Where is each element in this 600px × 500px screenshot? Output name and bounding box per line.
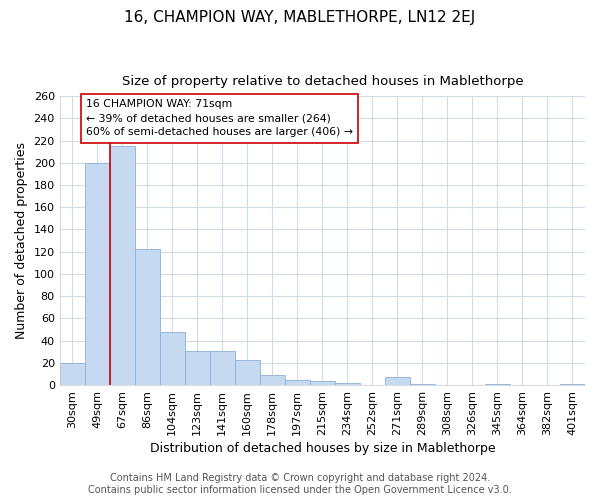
Text: 16, CHAMPION WAY, MABLETHORPE, LN12 2EJ: 16, CHAMPION WAY, MABLETHORPE, LN12 2EJ (124, 10, 476, 25)
Bar (335, 383, 360, 385)
Bar (210, 350, 235, 385)
Bar (285, 380, 310, 385)
Bar (235, 360, 260, 385)
Bar (160, 332, 185, 385)
Bar (185, 350, 210, 385)
Bar (260, 375, 285, 385)
Bar (310, 380, 335, 385)
Text: 16 CHAMPION WAY: 71sqm
← 39% of detached houses are smaller (264)
60% of semi-de: 16 CHAMPION WAY: 71sqm ← 39% of detached… (86, 100, 353, 138)
Bar (560, 384, 585, 385)
Title: Size of property relative to detached houses in Mablethorpe: Size of property relative to detached ho… (122, 75, 523, 88)
Bar (485, 384, 510, 385)
Bar (385, 378, 410, 385)
Bar (410, 384, 435, 385)
X-axis label: Distribution of detached houses by size in Mablethorpe: Distribution of detached houses by size … (149, 442, 495, 455)
Y-axis label: Number of detached properties: Number of detached properties (15, 142, 28, 339)
Text: Contains HM Land Registry data © Crown copyright and database right 2024.
Contai: Contains HM Land Registry data © Crown c… (88, 474, 512, 495)
Bar (110, 146, 135, 385)
Bar (85, 163, 110, 385)
Bar (135, 250, 160, 385)
Bar (59, 363, 85, 385)
